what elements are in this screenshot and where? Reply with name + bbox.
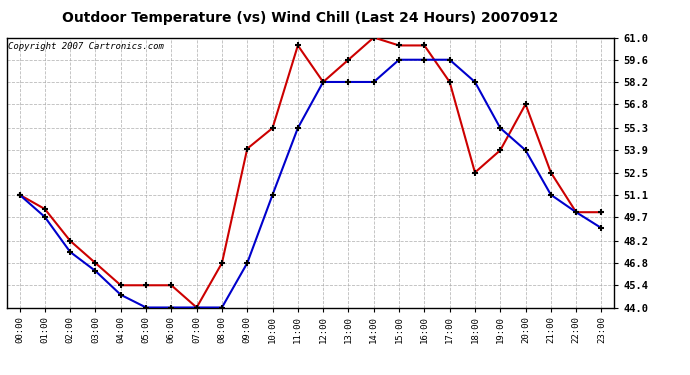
Text: Outdoor Temperature (vs) Wind Chill (Last 24 Hours) 20070912: Outdoor Temperature (vs) Wind Chill (Las… (62, 11, 559, 25)
Text: Copyright 2007 Cartronics.com: Copyright 2007 Cartronics.com (8, 42, 164, 51)
